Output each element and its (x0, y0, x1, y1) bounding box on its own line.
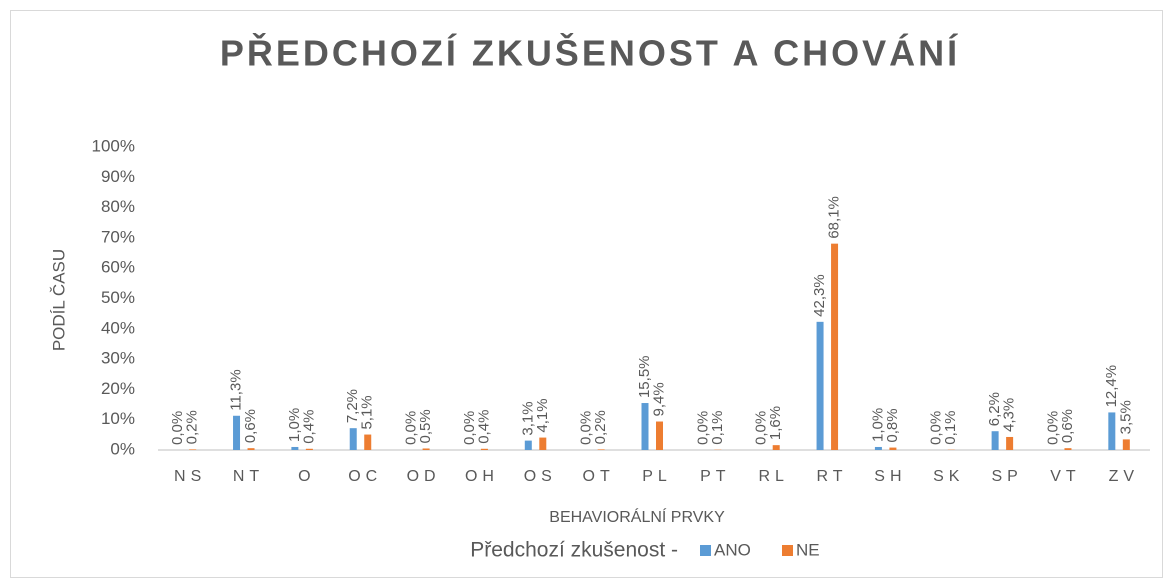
bar (189, 449, 197, 450)
x-tick-label: PT (700, 468, 730, 485)
x-tick-label: OS (524, 468, 557, 485)
value-label: 11,3% (227, 369, 244, 410)
bar (233, 415, 241, 450)
x-axis-label: BEHAVIORÁLNÍ PRVKY (549, 507, 725, 526)
x-tick-label: SK (933, 468, 964, 485)
y-tick-label: 100% (92, 136, 135, 155)
bar (991, 431, 999, 450)
bar (772, 445, 780, 450)
y-tick-label: 60% (101, 258, 135, 277)
x-tick-label: ZV (1109, 468, 1139, 485)
value-label: 68,1% (826, 196, 843, 239)
chart-title: PŘEDCHOZÍ ZKUŠENOST A CHOVÁNÍ (220, 32, 960, 74)
value-label: 5,1% (359, 395, 376, 429)
y-tick-label: 50% (101, 288, 135, 307)
x-tick-label: NT (233, 468, 264, 485)
value-label: 0,8% (884, 408, 901, 442)
y-tick-label: 10% (101, 409, 135, 428)
value-label: 0,1% (942, 410, 959, 444)
x-tick-label: OD (407, 468, 441, 485)
bar (291, 446, 299, 450)
bar (831, 243, 839, 450)
x-tick-label: RL (758, 468, 788, 485)
bar (364, 434, 372, 450)
chart-border (10, 10, 1163, 578)
value-label: 0,4% (300, 410, 317, 444)
bar (1122, 439, 1130, 450)
legend-title: Předchozí zkušenost - (470, 539, 678, 562)
bar (247, 448, 255, 450)
bar (305, 448, 313, 450)
x-tick-label: SH (874, 468, 906, 485)
value-label: 4,1% (534, 398, 551, 432)
bar (480, 448, 488, 450)
x-tick-label: OH (465, 468, 499, 485)
value-label: 12,4% (1103, 365, 1120, 408)
bar (1064, 448, 1072, 450)
bar (597, 449, 605, 450)
y-tick-label: 20% (101, 379, 135, 398)
value-label: 7,2% (344, 389, 361, 423)
y-tick-label: 70% (101, 227, 135, 246)
bar (889, 447, 897, 450)
value-label: 0,1% (709, 410, 726, 444)
bar (816, 321, 824, 450)
bar (641, 403, 649, 450)
x-tick-label: VT (1050, 468, 1080, 485)
value-label: 0,0% (169, 411, 186, 445)
y-axis-label: PODÍL ČASU (49, 249, 68, 351)
bar (349, 428, 357, 450)
value-label: 1,6% (767, 406, 784, 440)
legend-label: ANO (714, 540, 751, 559)
x-tick-label: OT (583, 468, 615, 485)
bar (1006, 436, 1014, 450)
value-label: 0,4% (475, 410, 492, 444)
bar (874, 446, 882, 450)
value-label: 6,2% (986, 392, 1003, 426)
y-tick-label: 90% (101, 167, 135, 186)
value-label: 0,0% (694, 411, 711, 445)
y-tick-label: 30% (101, 349, 135, 368)
value-label: 42,3% (811, 274, 828, 317)
value-label: 0,0% (928, 411, 945, 445)
bar (422, 448, 430, 450)
bar (1108, 412, 1116, 450)
value-label: 0,0% (753, 411, 770, 445)
value-label: 0,0% (1044, 411, 1061, 445)
value-label: 0,2% (184, 410, 201, 444)
x-tick-label: NS (174, 468, 206, 485)
value-label: 1,0% (286, 408, 303, 442)
value-label: 3,1% (519, 401, 536, 435)
value-label: 0,6% (242, 409, 259, 443)
value-label: 1,0% (869, 408, 886, 442)
y-tick-label: 80% (101, 197, 135, 216)
value-label: 0,2% (592, 410, 609, 444)
legend-swatch (782, 545, 793, 556)
bar (539, 437, 547, 450)
legend-label: NE (796, 540, 820, 559)
legend-swatch (700, 545, 711, 556)
value-label: 15,5% (636, 355, 653, 398)
x-tick-label: SP (991, 468, 1022, 485)
value-label: 0,0% (403, 411, 420, 445)
value-label: 9,4% (650, 382, 667, 416)
y-tick-label: 0% (110, 439, 135, 458)
x-tick-label: O (298, 468, 315, 485)
value-label: 0,6% (1059, 409, 1076, 443)
x-tick-label: RT (817, 468, 848, 485)
y-tick-label: 40% (101, 318, 135, 337)
value-label: 0,0% (461, 411, 478, 445)
x-tick-label: OC (348, 468, 382, 485)
bar (524, 440, 532, 450)
x-tick-label: PL (642, 468, 672, 485)
value-label: 3,5% (1117, 400, 1134, 434)
bar (656, 421, 663, 450)
value-label: 0,0% (578, 411, 595, 445)
value-label: 4,3% (1001, 398, 1018, 432)
value-label: 0,5% (417, 409, 434, 443)
